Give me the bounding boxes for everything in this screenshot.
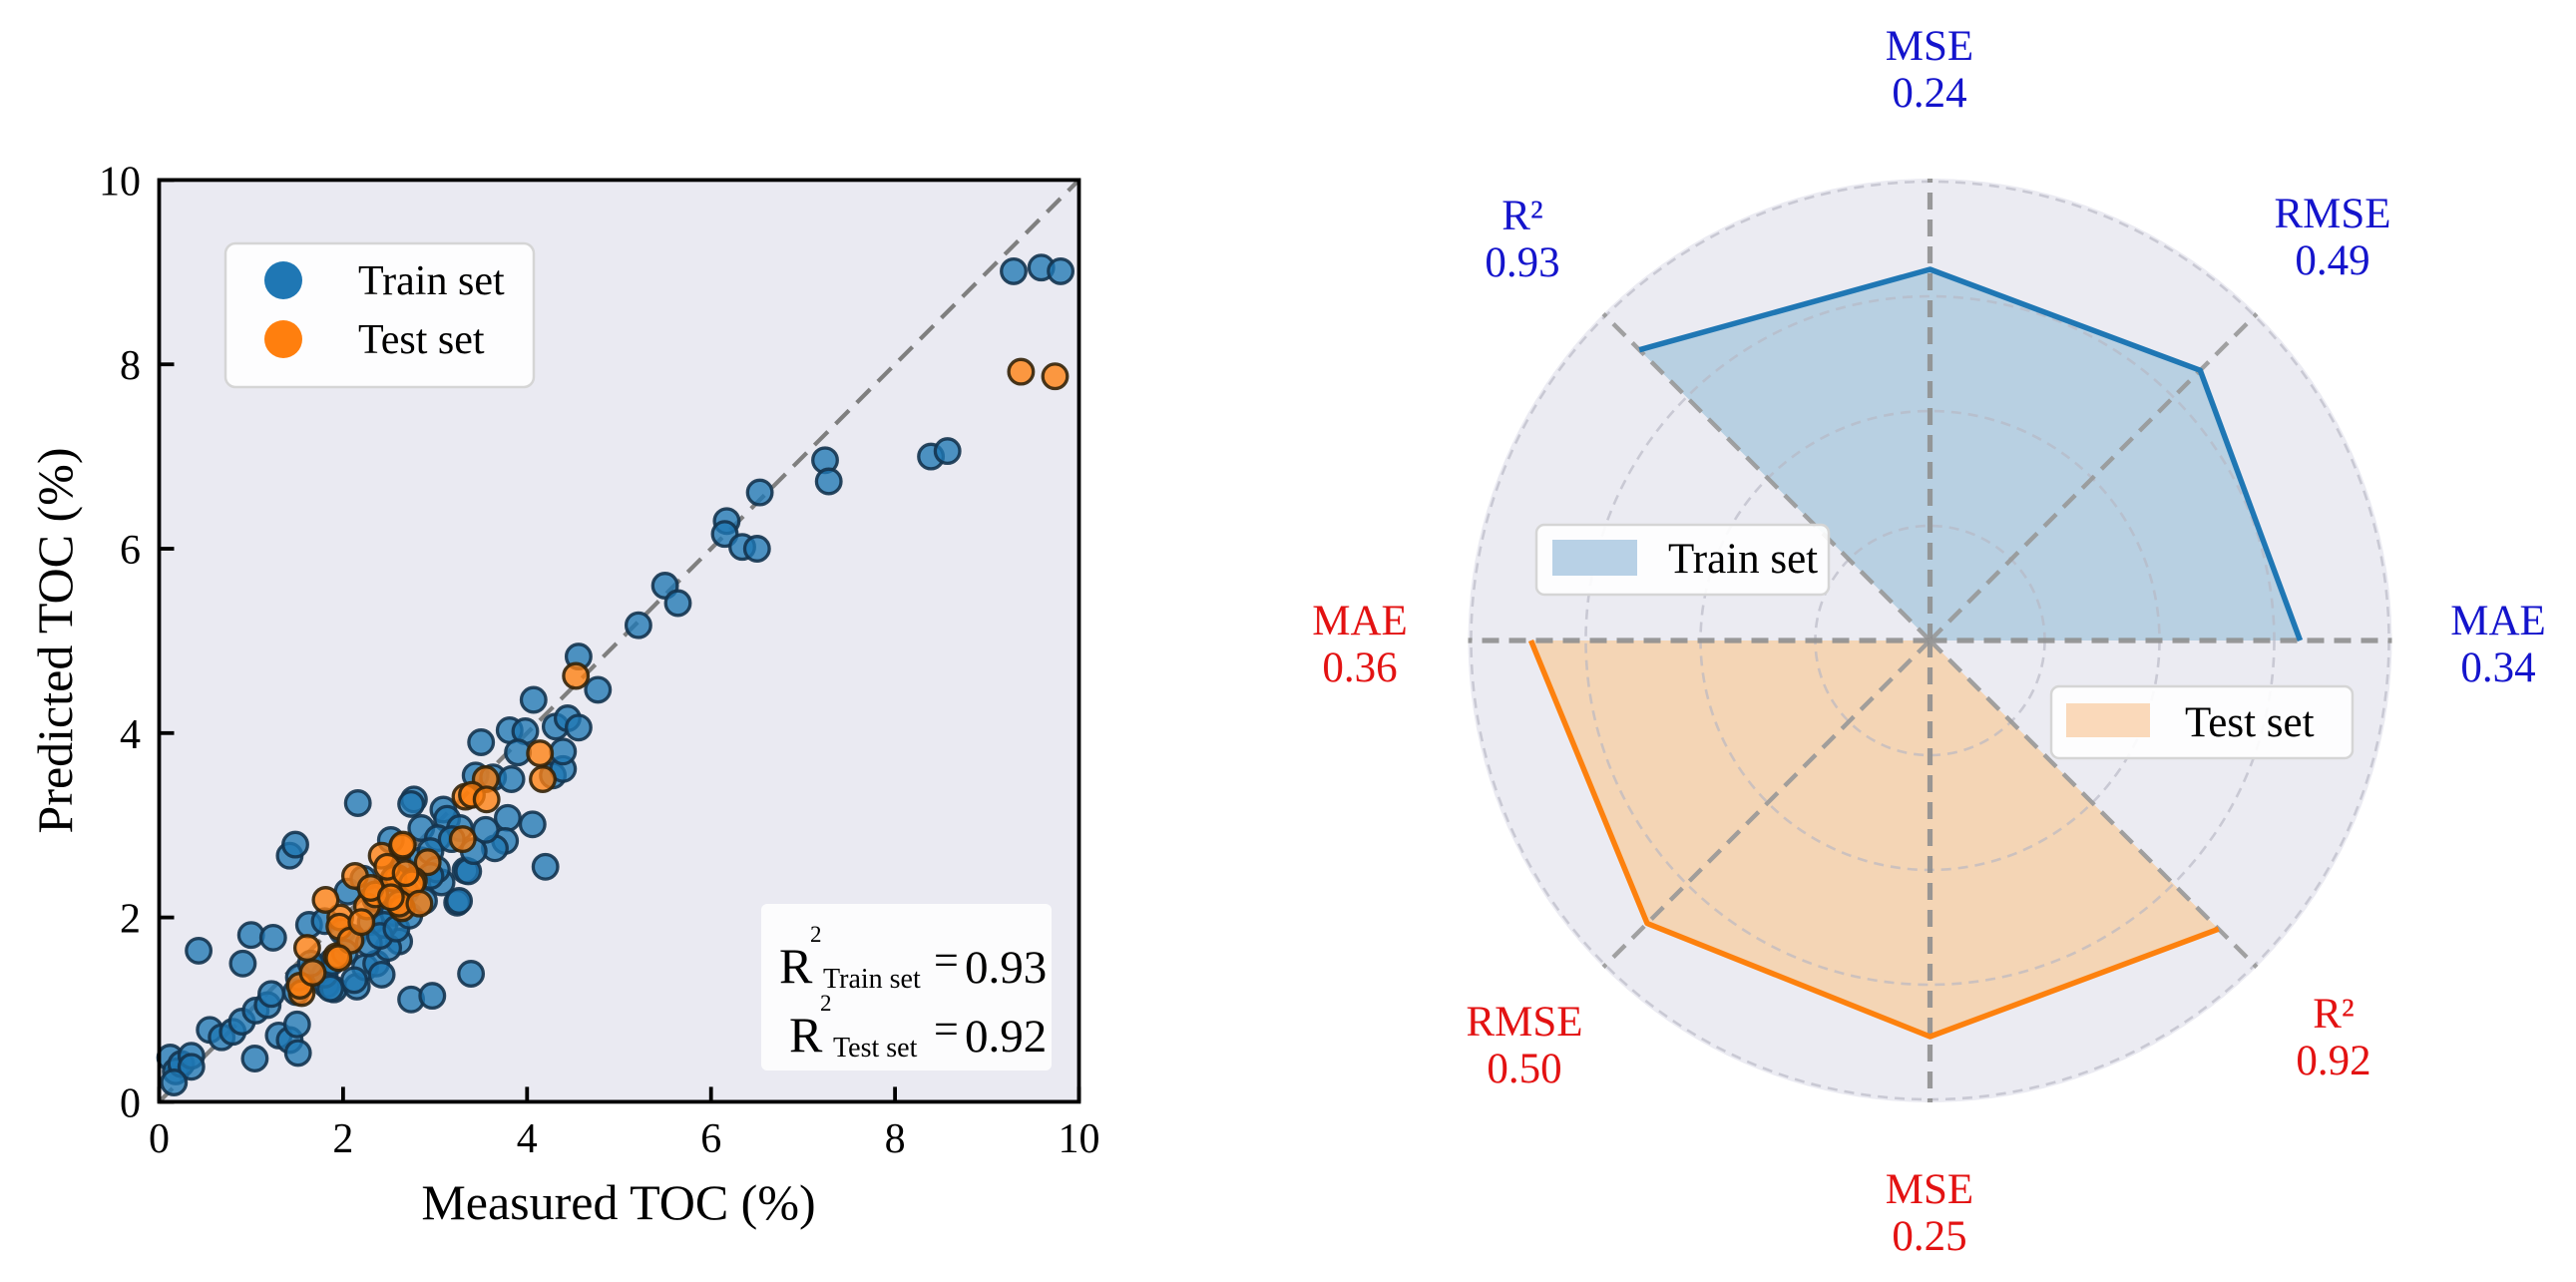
svg-text:2: 2 — [820, 991, 832, 1016]
svg-text:0.93: 0.93 — [965, 942, 1047, 994]
svg-text:Train set: Train set — [823, 964, 921, 995]
svg-text:0: 0 — [120, 1080, 141, 1126]
svg-text:R²: R² — [1502, 193, 1543, 239]
svg-text:0.93: 0.93 — [1485, 239, 1559, 286]
svg-text:0.49: 0.49 — [2295, 237, 2369, 284]
svg-text:=: = — [934, 936, 959, 985]
svg-text:6: 6 — [120, 528, 141, 574]
svg-text:4: 4 — [517, 1116, 538, 1162]
svg-text:=: = — [934, 1005, 959, 1054]
svg-text:R: R — [779, 938, 813, 994]
svg-text:Test set: Test set — [2185, 699, 2315, 746]
svg-text:MAE: MAE — [1312, 598, 1408, 644]
svg-text:MAE: MAE — [2450, 598, 2546, 644]
svg-text:RMSE: RMSE — [1466, 999, 1582, 1046]
svg-text:R: R — [789, 1007, 823, 1063]
svg-text:0.24: 0.24 — [1892, 70, 1966, 117]
svg-text:2: 2 — [120, 897, 141, 943]
svg-text:8: 8 — [885, 1116, 906, 1162]
svg-text:0.36: 0.36 — [1322, 644, 1397, 691]
svg-text:0.34: 0.34 — [2460, 644, 2535, 691]
svg-text:Measured TOC (%): Measured TOC (%) — [421, 1174, 815, 1230]
svg-text:6: 6 — [700, 1116, 721, 1162]
svg-text:10: 10 — [99, 159, 141, 205]
svg-text:MSE: MSE — [1886, 1166, 1973, 1213]
svg-text:Test set: Test set — [358, 317, 485, 363]
svg-text:2: 2 — [810, 922, 822, 947]
svg-text:Train set: Train set — [358, 258, 505, 304]
svg-text:RMSE: RMSE — [2274, 191, 2390, 237]
svg-text:0.50: 0.50 — [1487, 1046, 1561, 1092]
svg-text:2: 2 — [332, 1116, 353, 1162]
svg-text:0.92: 0.92 — [2296, 1038, 2370, 1084]
svg-text:R²: R² — [2313, 991, 2355, 1038]
svg-text:8: 8 — [120, 343, 141, 389]
svg-text:4: 4 — [120, 712, 141, 758]
svg-text:Train set: Train set — [1668, 536, 1818, 583]
svg-text:0.25: 0.25 — [1892, 1213, 1966, 1260]
svg-text:0: 0 — [149, 1116, 170, 1162]
svg-text:Test set: Test set — [833, 1033, 918, 1064]
svg-text:10: 10 — [1059, 1116, 1100, 1162]
svg-text:0.92: 0.92 — [965, 1011, 1047, 1063]
svg-text:Predicted TOC (%): Predicted TOC (%) — [27, 448, 83, 834]
svg-text:MSE: MSE — [1886, 23, 1973, 70]
